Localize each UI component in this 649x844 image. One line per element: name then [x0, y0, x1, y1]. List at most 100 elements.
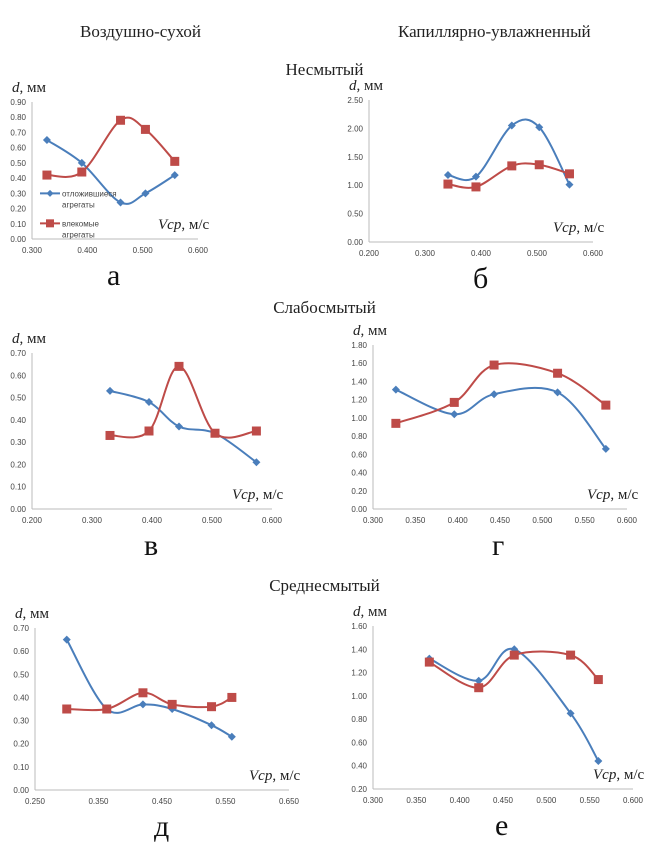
- row-title-slightly-washed: Слабосмытый: [273, 298, 376, 317]
- marker-carried: [391, 418, 401, 428]
- panel-letter: г: [492, 529, 505, 562]
- marker-carried: [42, 170, 52, 180]
- y-axis-symbol: d: [12, 331, 20, 347]
- y-tick-label: 0.50: [10, 394, 26, 403]
- x-tick-label: 0.500: [133, 246, 154, 255]
- x-axis-label: Vср, м/с: [587, 487, 638, 504]
- marker-carried: [144, 426, 154, 436]
- marker-carried: [489, 360, 499, 370]
- y-axis-symbol: d: [353, 604, 361, 620]
- marker-carried: [138, 688, 148, 698]
- x-tick-label: 0.350: [88, 797, 109, 806]
- y-axis-unit: , мм: [360, 323, 387, 339]
- x-tick-label: 0.500: [532, 516, 553, 525]
- marker-carried: [62, 704, 72, 714]
- y-tick-label: 0.60: [351, 738, 367, 747]
- x-tick-label: 0.400: [471, 249, 492, 258]
- y-tick-label: 0.10: [10, 220, 26, 229]
- marker-carried: [140, 124, 150, 134]
- marker-carried: [105, 430, 115, 440]
- y-tick-label: 2.00: [347, 124, 363, 133]
- y-tick-label: 2.50: [347, 96, 363, 105]
- y-tick-label: 1.60: [351, 359, 367, 368]
- marker-deposited: [227, 732, 236, 741]
- marker-deposited: [490, 390, 499, 399]
- marker-carried: [251, 426, 261, 436]
- y-tick-label: 0.80: [10, 113, 26, 122]
- y-tick-label: 0.30: [10, 189, 26, 198]
- y-tick-label: 0.20: [13, 740, 29, 749]
- marker-carried: [116, 115, 126, 125]
- x-tick-label: 0.250: [25, 797, 46, 806]
- y-tick-label: 0.20: [10, 460, 26, 469]
- y-axis-symbol: d: [15, 606, 23, 622]
- y-tick-label: 0.00: [351, 505, 367, 514]
- y-axis-symbol: d: [12, 80, 20, 96]
- panel-letter: б: [473, 262, 489, 295]
- marker-deposited: [138, 700, 147, 709]
- marker-carried: [471, 182, 481, 192]
- x-tick-label: 0.600: [583, 249, 604, 258]
- y-axis-label: d, мм: [12, 80, 46, 97]
- y-tick-label: 0.20: [351, 785, 367, 794]
- y-tick-label: 1.60: [351, 622, 367, 631]
- panel-letter: а: [107, 259, 121, 292]
- x-tick-label: 0.300: [415, 249, 436, 258]
- column-title-air-dry: Воздушно-сухой: [80, 22, 202, 41]
- marker-deposited: [566, 709, 575, 718]
- marker-deposited: [474, 676, 483, 685]
- y-tick-label: 1.00: [351, 414, 367, 423]
- y-tick-label: 0.10: [13, 763, 29, 772]
- marker-deposited: [106, 386, 114, 395]
- x-tick-label: 0.300: [363, 796, 384, 805]
- x-tick-label: 0.550: [215, 797, 236, 806]
- y-axis-unit: , мм: [22, 606, 49, 622]
- x-tick-label: 0.350: [406, 796, 427, 805]
- row-title-medium-washed: Среднесмытый: [269, 576, 380, 595]
- marker-carried: [534, 160, 544, 170]
- y-tick-label: 0.70: [13, 624, 29, 633]
- panel-letter: е: [495, 809, 509, 842]
- y-axis-label: d, мм: [353, 323, 387, 340]
- x-tick-label: 0.650: [279, 797, 300, 806]
- x-tick-label: 0.200: [22, 516, 43, 525]
- legend-label: влекомые: [62, 219, 99, 228]
- marker-carried: [207, 702, 217, 712]
- marker-carried: [443, 179, 453, 189]
- panel-letter: д: [154, 810, 170, 843]
- y-tick-label: 0.20: [10, 205, 26, 214]
- x-axis-unit: , м/с: [616, 767, 645, 783]
- x-tick-label: 0.400: [142, 516, 163, 525]
- y-tick-label: 1.00: [351, 692, 367, 701]
- x-tick-label: 0.600: [617, 516, 638, 525]
- panel-letter: в: [144, 529, 159, 562]
- marker-carried: [174, 361, 184, 371]
- x-axis-symbol: Vср: [553, 220, 577, 236]
- x-tick-label: 0.600: [188, 246, 209, 255]
- y-tick-label: 0.40: [13, 693, 29, 702]
- x-tick-label: 0.450: [490, 516, 511, 525]
- x-tick-label: 0.600: [262, 516, 283, 525]
- marker-deposited: [77, 158, 86, 167]
- y-tick-label: 0.50: [347, 210, 363, 219]
- marker-carried: [507, 161, 517, 171]
- column-title-capillary: Капиллярно-увлажненный: [398, 22, 591, 41]
- legend-label: агрегаты: [62, 230, 95, 239]
- x-axis-unit: , м/с: [610, 487, 639, 503]
- marker-deposited: [252, 458, 261, 467]
- row-title-unwashed: Несмытый: [285, 60, 364, 79]
- x-axis-unit: , м/с: [576, 220, 605, 236]
- y-axis-label: d, мм: [349, 78, 383, 95]
- x-tick-label: 0.400: [448, 516, 469, 525]
- x-tick-label: 0.450: [493, 796, 514, 805]
- x-axis-unit: , м/с: [255, 487, 284, 503]
- y-tick-label: 0.00: [10, 235, 26, 244]
- x-axis-unit: , м/с: [181, 217, 210, 233]
- y-tick-label: 0.00: [10, 505, 26, 514]
- marker-deposited: [601, 444, 610, 453]
- x-tick-label: 0.550: [575, 516, 596, 525]
